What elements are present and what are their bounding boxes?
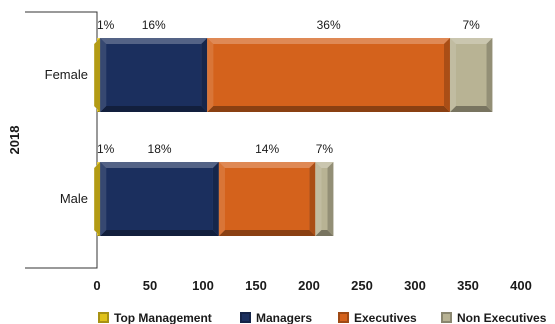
legend-swatch <box>340 314 347 321</box>
group-bracket: 2018 Female Male <box>7 11 98 269</box>
bar-bevel-right <box>94 162 101 236</box>
x-tick-label-100: 100 <box>192 278 214 293</box>
bar-face <box>224 168 310 230</box>
bar-face <box>213 44 444 106</box>
bar-bevel-left <box>100 38 107 112</box>
bar-bevel-bottom <box>100 230 219 236</box>
x-tick-label-350: 350 <box>457 278 479 293</box>
data-label-male-executives: 14% <box>255 142 279 156</box>
data-label-female-top-management: 1% <box>97 18 115 32</box>
bar-female-non-executives <box>449 38 493 112</box>
bar-bevel-left <box>100 162 107 236</box>
legend-swatch <box>443 314 450 321</box>
legend-item-executives: Executives <box>338 311 417 324</box>
legend-item-non-executives: Non Executives <box>441 311 547 324</box>
x-tick-label-200: 200 <box>298 278 320 293</box>
legend-label: Top Management <box>114 311 212 324</box>
data-labels: 1% 16% 36% 7% 1% 18% 14% 7% <box>97 18 480 156</box>
legend-swatch <box>242 314 249 321</box>
bar-bevel-left <box>207 38 214 112</box>
data-label-female-managers: 16% <box>142 18 166 32</box>
bar-bevel-right <box>94 38 101 112</box>
bar-female-managers <box>100 38 208 112</box>
bar-face <box>106 168 213 230</box>
bar-bevel-left <box>218 162 225 236</box>
bar-bevel-right <box>201 38 208 112</box>
bar-male-managers <box>100 162 219 236</box>
bar-bevel-right <box>309 162 316 236</box>
legend-label: Managers <box>256 311 312 324</box>
data-label-male-non-executives: 7% <box>316 142 334 156</box>
category-label-male: Male <box>60 191 88 206</box>
bar-bevel-bottom <box>207 106 450 112</box>
data-label-male-managers: 18% <box>148 142 172 156</box>
bar-bevel-right <box>327 162 334 236</box>
bar-face <box>106 44 202 106</box>
bar-female-executives <box>207 38 450 112</box>
data-label-female-non-executives: 7% <box>463 18 481 32</box>
bar-face <box>321 168 328 230</box>
bar-bevel-right <box>212 162 219 236</box>
x-tick-label-250: 250 <box>351 278 373 293</box>
x-tick-label-0: 0 <box>93 278 100 293</box>
category-label-female: Female <box>45 67 88 82</box>
bar-bevel-left <box>449 38 456 112</box>
bar-male-executives <box>218 162 316 236</box>
bar-bevel-bottom <box>100 106 208 112</box>
legend-label: Executives <box>354 311 417 324</box>
bars <box>94 38 493 236</box>
x-axis: 0 50 100 150 200 250 300 350 400 <box>93 278 531 293</box>
group-label: 2018 <box>7 126 22 155</box>
bar-bevel-bottom <box>315 230 334 236</box>
x-tick-label-150: 150 <box>245 278 267 293</box>
legend: Top Management Managers Executives Non Exec… <box>98 311 547 324</box>
bar-bevel-right <box>443 38 450 112</box>
legend-item-top-management: Top Management <box>98 311 212 324</box>
x-tick-label-300: 300 <box>404 278 426 293</box>
bar-bevel-bottom <box>218 230 316 236</box>
x-tick-label-50: 50 <box>143 278 157 293</box>
legend-swatch <box>100 314 107 321</box>
bar-face <box>455 44 487 106</box>
data-label-male-top-management: 1% <box>97 142 115 156</box>
x-tick-label-400: 400 <box>510 278 532 293</box>
bar-male-non-executives <box>315 162 334 236</box>
axis-bracket-line <box>25 11 98 269</box>
legend-item-managers: Managers <box>240 311 312 324</box>
bar-bevel-left <box>315 162 322 236</box>
data-label-female-executives: 36% <box>317 18 341 32</box>
bar-bevel-right <box>486 38 493 112</box>
bar-bevel-bottom <box>449 106 493 112</box>
legend-label: Non Executives <box>457 311 547 324</box>
